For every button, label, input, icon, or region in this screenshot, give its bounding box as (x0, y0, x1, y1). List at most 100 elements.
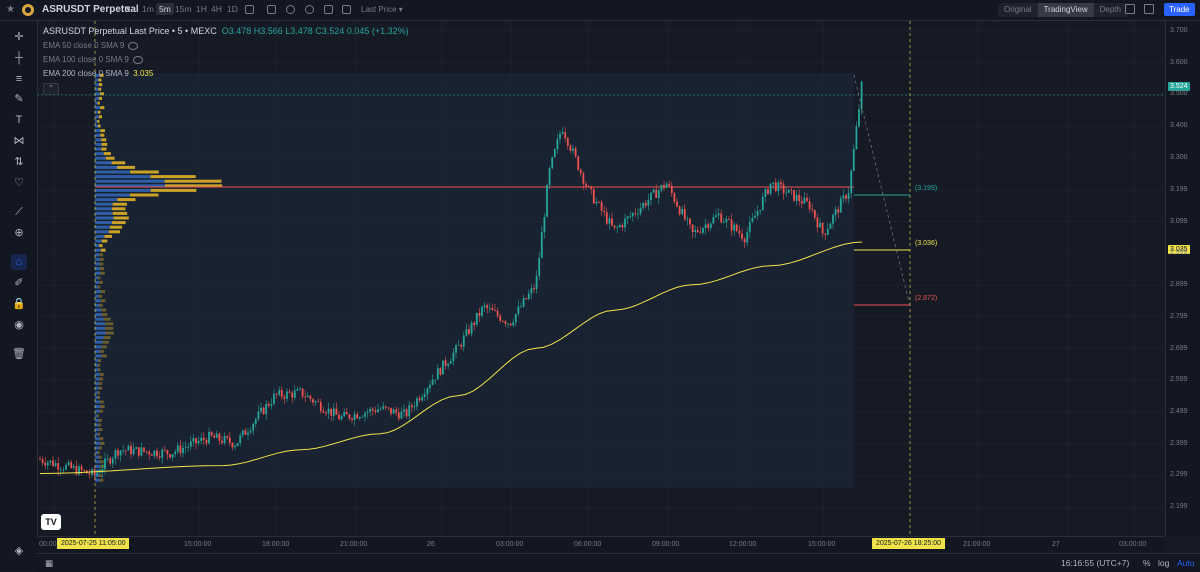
compare-icon[interactable] (286, 5, 295, 14)
auto-toggle[interactable]: Auto (1177, 558, 1195, 568)
volume-bar-buy (95, 87, 99, 91)
eye-icon[interactable]: ◉ (14, 319, 24, 331)
candle-body (41, 459, 44, 463)
layers-icon[interactable]: ◈ (14, 545, 24, 557)
candle-body (499, 315, 502, 321)
candle-body (496, 310, 499, 316)
candle-body (543, 216, 546, 233)
legend-ema200[interactable]: EMA 200 close 0 SMA 9 3.035 (43, 69, 154, 78)
candle-body (351, 418, 353, 421)
candle-body (106, 458, 109, 460)
candle-body (135, 447, 138, 449)
candle-body (408, 405, 411, 417)
price-chart[interactable] (37, 21, 1165, 536)
layout-icon[interactable] (324, 5, 333, 14)
chart-type-icon[interactable] (245, 5, 254, 14)
price-tick-label: 3.400 (1170, 122, 1188, 130)
price-axis[interactable]: 3.524 3.035 3.700 3.600 3.500 3.400 3.300 3.1… (1165, 21, 1200, 536)
timeframe-1m[interactable]: 1m (142, 4, 154, 14)
timeframe-1h[interactable]: 1H (196, 4, 207, 14)
volume-bar-buy (95, 198, 118, 202)
volume-bar-buy (95, 460, 100, 464)
candle-body (54, 463, 57, 466)
candle-body (468, 329, 470, 334)
timeframe-15m[interactable]: 15m (175, 4, 192, 14)
timeframe-1d[interactable]: 1D (227, 4, 238, 14)
volume-bar-sell (109, 225, 123, 229)
candle-body (221, 440, 223, 444)
candle-body (855, 126, 858, 149)
legend-ema50[interactable]: EMA 50 close 0 SMA 9 (43, 41, 139, 50)
candle-body (486, 305, 489, 309)
pattern-tool-icon[interactable]: ⋈ (13, 135, 25, 147)
ruler-icon[interactable]: ⟋ (15, 206, 23, 218)
hide-eye-icon[interactable] (132, 55, 143, 64)
lock-icon[interactable]: 🔒 (12, 298, 26, 310)
hide-eye-icon[interactable] (128, 41, 139, 50)
candle-body (143, 447, 145, 452)
candle-body (561, 132, 564, 134)
time-tick-label: 12:00:00 (729, 541, 757, 548)
trash-icon[interactable]: 🗑 (12, 348, 26, 360)
candle-body (171, 454, 174, 458)
time-axis[interactable]: 03:00:00 27 21:00:00 15:00:00 12:00:00 09:00:… (37, 536, 1165, 553)
collapse-legend-button[interactable]: ⌃ (43, 83, 59, 95)
volume-bar-buy (95, 96, 99, 100)
candle-body (70, 462, 73, 468)
candle-body (743, 238, 746, 243)
tab-depth[interactable]: Depth (1099, 5, 1121, 14)
favorite-star-icon[interactable]: ★ (6, 4, 15, 15)
candle-body (301, 388, 304, 397)
magnet-icon[interactable]: ⌂ (11, 254, 27, 270)
volume-bar-buy (95, 211, 113, 215)
price-tick-label: 3.300 (1170, 153, 1188, 161)
log-toggle[interactable]: log (1158, 558, 1170, 568)
volume-bar-sell (99, 409, 103, 413)
volume-bar-sell (130, 170, 159, 174)
candle-body (686, 218, 689, 220)
time-tick-label: 15:00:00 (184, 541, 212, 548)
layout-toggle-icon[interactable] (1125, 4, 1135, 14)
price-tick-label: 3.099 (1170, 217, 1188, 225)
crosshair-icon[interactable]: ✛ (14, 31, 24, 43)
symbol-selector[interactable]: ASRUSDT Perpetual (42, 4, 139, 15)
horizontal-lines-icon[interactable]: ≡ (15, 73, 23, 85)
fullscreen-icon[interactable] (1144, 4, 1154, 14)
time-tick-label: 03:00:00 (1119, 541, 1147, 548)
tab-tradingview[interactable]: TradingView (1037, 3, 1094, 17)
price-type-selector[interactable]: Last Price ▾ (361, 5, 403, 14)
settings-icon[interactable] (305, 5, 314, 14)
candle-body (314, 401, 317, 403)
candle-body (322, 411, 325, 413)
calendar-icon[interactable]: ▦ (45, 558, 54, 568)
candle-body (140, 447, 143, 456)
candle-body (421, 396, 424, 401)
brush-icon[interactable]: ✎ (14, 93, 24, 105)
candle-body (761, 196, 764, 210)
camera-icon[interactable] (342, 5, 351, 14)
candle-body (795, 194, 798, 201)
volume-bar-sell (102, 340, 109, 344)
volume-bar-buy (95, 285, 98, 289)
lock-drawing-icon[interactable]: ✐ (14, 277, 24, 289)
candle-body (520, 306, 522, 308)
candle-body (655, 189, 658, 198)
zoom-icon[interactable]: ⊕ (14, 227, 24, 239)
tab-original[interactable]: Original (1004, 5, 1032, 14)
candle-body (210, 431, 213, 436)
timeframe-5m[interactable]: 5m (156, 3, 174, 15)
trade-button[interactable]: Trade (1164, 3, 1195, 16)
percent-toggle[interactable]: % (1143, 558, 1151, 568)
candle-body (595, 201, 598, 204)
line-tool-icon[interactable]: ┼ (15, 52, 23, 64)
legend-ema100[interactable]: EMA 100 close 0 SMA 9 (43, 55, 143, 64)
heart-icon[interactable]: ♡ (14, 177, 24, 189)
chevron-down-icon[interactable]: ▼ (124, 4, 132, 13)
candle-body (358, 417, 361, 419)
candle-body (67, 462, 70, 465)
prediction-tool-icon[interactable]: ⇅ (14, 156, 24, 168)
timeframe-4h[interactable]: 4H (211, 4, 222, 14)
indicators-icon[interactable] (267, 5, 276, 14)
volume-bar-buy (95, 331, 106, 335)
text-tool-icon[interactable]: T (15, 114, 23, 126)
